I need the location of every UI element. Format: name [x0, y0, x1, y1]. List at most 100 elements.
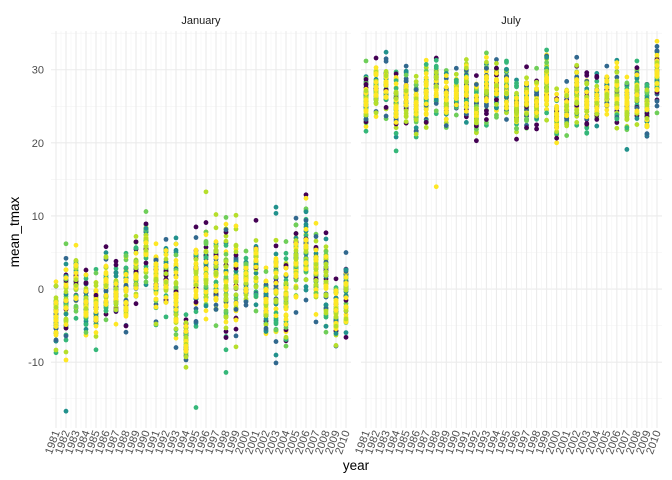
data-point — [494, 65, 499, 71]
data-point — [423, 111, 429, 116]
data-point — [393, 85, 399, 91]
data-point — [644, 97, 650, 103]
data-point — [494, 101, 499, 107]
data-point — [624, 96, 630, 102]
data-point — [614, 105, 620, 111]
data-point — [243, 280, 249, 286]
data-point — [333, 343, 339, 348]
grid-lines-january — [51, 31, 351, 428]
data-point — [534, 122, 539, 128]
data-point — [133, 265, 139, 271]
data-point — [113, 262, 119, 268]
data-point — [604, 74, 610, 80]
data-point — [463, 119, 469, 125]
data-point — [203, 294, 209, 300]
data-point — [93, 347, 99, 353]
data-point — [594, 96, 600, 102]
data-point — [634, 84, 640, 89]
data-point — [614, 100, 620, 106]
data-point — [303, 192, 309, 198]
data-point — [363, 128, 369, 134]
data-point — [63, 325, 69, 331]
data-point — [203, 248, 209, 254]
data-point — [273, 360, 279, 366]
data-point — [403, 68, 409, 74]
data-point — [463, 104, 469, 110]
data-point — [323, 269, 329, 275]
data-point — [293, 271, 299, 277]
data-point — [484, 81, 489, 87]
data-point — [473, 117, 479, 123]
data-point — [273, 262, 279, 268]
data-point — [624, 111, 630, 117]
data-point — [173, 293, 179, 299]
data-point — [323, 329, 329, 335]
y-tick-labels: -10 0 10 20 30 — [28, 65, 44, 369]
data-point — [504, 110, 509, 116]
data-point — [484, 108, 489, 114]
data-point — [233, 296, 239, 302]
data-point — [73, 258, 79, 263]
x-axis-title: year — [343, 458, 370, 473]
data-point — [223, 319, 229, 325]
data-point — [103, 293, 109, 298]
data-point — [273, 306, 279, 312]
data-point — [143, 225, 149, 231]
data-point — [123, 307, 129, 313]
data-point — [634, 65, 640, 71]
data-point — [614, 96, 620, 102]
data-point — [363, 58, 369, 64]
data-point — [323, 248, 329, 254]
data-point — [584, 125, 590, 131]
data-point — [614, 88, 620, 93]
data-point — [313, 247, 319, 253]
data-point — [373, 72, 379, 77]
data-point — [473, 109, 479, 115]
data-point — [654, 81, 660, 87]
data-point — [273, 327, 279, 333]
data-point — [173, 252, 179, 258]
data-point — [203, 308, 209, 314]
data-point — [153, 321, 159, 327]
data-point — [343, 274, 349, 280]
data-point — [423, 125, 429, 130]
data-point — [213, 249, 219, 255]
data-point — [223, 270, 229, 276]
data-point — [594, 78, 600, 84]
data-point — [323, 323, 329, 329]
data-point — [634, 76, 640, 81]
data-point — [63, 267, 69, 273]
data-point — [594, 123, 600, 129]
data-point — [373, 110, 379, 116]
data-point — [413, 99, 419, 105]
data-point — [413, 111, 419, 117]
data-point — [273, 251, 279, 257]
data-point — [243, 261, 249, 267]
data-point — [423, 57, 429, 63]
data-point — [173, 302, 179, 308]
data-point-outlier — [203, 189, 209, 195]
data-point — [363, 112, 369, 118]
data-point — [313, 278, 319, 283]
data-point — [83, 322, 89, 327]
data-point — [624, 102, 630, 108]
data-point — [213, 254, 219, 260]
data-point — [383, 69, 389, 74]
data-point — [53, 337, 59, 343]
data-point — [303, 266, 309, 272]
data-point — [504, 66, 509, 72]
data-point — [433, 87, 439, 93]
data-point — [654, 86, 660, 92]
data-point — [443, 73, 449, 79]
data-point — [223, 259, 229, 264]
data-point — [83, 295, 89, 301]
data-point — [544, 101, 550, 107]
data-point — [604, 103, 610, 108]
data-point — [544, 68, 550, 74]
data-point — [644, 87, 650, 93]
data-point — [333, 323, 339, 329]
data-point — [173, 312, 179, 318]
data-point — [153, 304, 159, 310]
data-point — [173, 345, 179, 350]
data-point — [313, 319, 319, 325]
